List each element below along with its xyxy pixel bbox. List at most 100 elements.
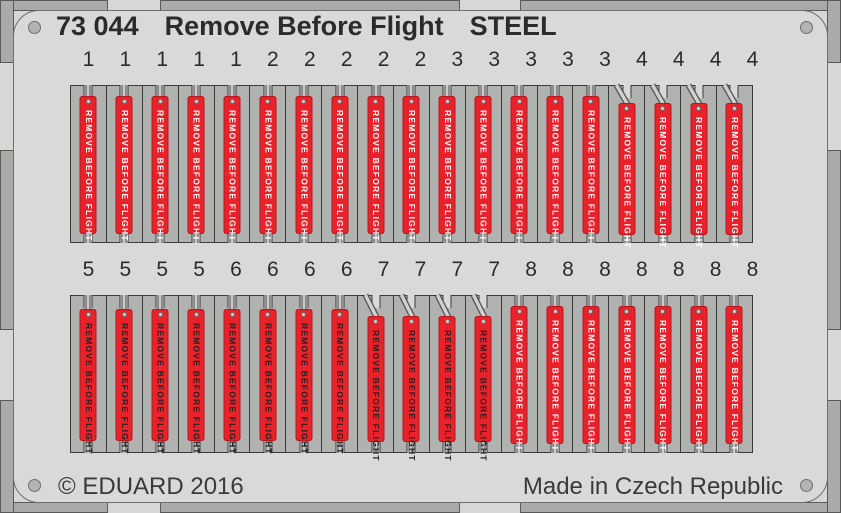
part-cell[interactable]: REMOVE BEFORE FLIGHT — [572, 295, 610, 453]
part-cell[interactable]: REMOVE BEFORE FLIGHT — [249, 85, 287, 243]
remove-before-flight-tag[interactable]: REMOVE BEFORE FLIGHT — [402, 316, 420, 462]
part-cell[interactable]: REMOVE BEFORE FLIGHT — [536, 85, 574, 243]
remove-before-flight-tag[interactable]: REMOVE BEFORE FLIGHT — [151, 309, 169, 455]
remove-before-flight-tag[interactable]: REMOVE BEFORE FLIGHT — [115, 96, 133, 242]
remove-before-flight-tag[interactable]: REMOVE BEFORE FLIGHT — [295, 96, 313, 242]
remove-before-flight-tag[interactable]: REMOVE BEFORE FLIGHT — [79, 309, 97, 455]
part-cell[interactable]: REMOVE BEFORE FLIGHT — [464, 293, 502, 462]
part-cell[interactable]: REMOVE BEFORE FLIGHT — [680, 83, 718, 249]
remove-before-flight-tag[interactable]: REMOVE BEFORE FLIGHT — [510, 96, 528, 242]
part-cell[interactable]: REMOVE BEFORE FLIGHT — [536, 295, 574, 453]
part-cell[interactable]: REMOVE BEFORE FLIGHT — [464, 85, 502, 243]
remove-before-flight-tag[interactable]: REMOVE BEFORE FLIGHT — [331, 309, 349, 455]
remove-before-flight-tag[interactable]: REMOVE BEFORE FLIGHT — [510, 306, 528, 452]
remove-before-flight-tag[interactable]: REMOVE BEFORE FLIGHT — [438, 316, 456, 462]
part-cell[interactable]: REMOVE BEFORE FLIGHT — [428, 293, 466, 462]
part-cell[interactable]: REMOVE BEFORE FLIGHT — [141, 85, 179, 243]
part-cell[interactable]: REMOVE BEFORE FLIGHT — [177, 295, 215, 455]
attachment-stem-bent — [645, 83, 680, 108]
part-number-label: 3 — [599, 48, 611, 71]
part-number-label: 4 — [746, 48, 759, 71]
tag-grommet-hole — [516, 309, 522, 314]
part-cell[interactable]: REMOVE BEFORE FLIGHT — [716, 83, 753, 249]
part-cell[interactable]: REMOVE BEFORE FLIGHT — [500, 295, 538, 453]
part-cell[interactable]: REMOVE BEFORE FLIGHT — [608, 295, 646, 453]
part-cell[interactable]: REMOVE BEFORE FLIGHT — [428, 85, 466, 243]
remove-before-flight-tag[interactable]: REMOVE BEFORE FLIGHT — [546, 96, 564, 242]
attachment-stem — [121, 85, 127, 98]
attachment-stem-lower — [660, 233, 666, 243]
remove-before-flight-tag[interactable]: REMOVE BEFORE FLIGHT — [690, 306, 708, 452]
remove-before-flight-tag[interactable]: REMOVE BEFORE FLIGHT — [259, 96, 277, 242]
remove-before-flight-tag[interactable]: REMOVE BEFORE FLIGHT — [115, 309, 133, 455]
part-cell[interactable]: REMOVE BEFORE FLIGHT — [141, 295, 179, 455]
part-cell[interactable]: REMOVE BEFORE FLIGHT — [285, 85, 323, 243]
alignment-hole-top-left — [28, 21, 41, 34]
part-cell[interactable]: REMOVE BEFORE FLIGHT — [213, 85, 251, 243]
remove-before-flight-tag[interactable]: REMOVE BEFORE FLIGHT — [725, 103, 743, 249]
part-cell[interactable]: REMOVE BEFORE FLIGHT — [500, 85, 538, 243]
alignment-hole-top-right — [800, 21, 813, 34]
part-cell[interactable]: REMOVE BEFORE FLIGHT — [716, 295, 753, 453]
part-cell[interactable]: REMOVE BEFORE FLIGHT — [285, 295, 323, 455]
part-cell[interactable]: REMOVE BEFORE FLIGHT — [357, 293, 395, 462]
attachment-stem-lower — [444, 440, 450, 453]
tag-text-wrap: REMOVE BEFORE FLIGHT — [295, 323, 312, 455]
remove-before-flight-tag[interactable]: REMOVE BEFORE FLIGHT — [474, 316, 492, 462]
part-cell[interactable]: REMOVE BEFORE FLIGHT — [644, 83, 682, 249]
part-cell[interactable]: REMOVE BEFORE FLIGHT — [572, 85, 610, 243]
remove-before-flight-tag[interactable]: REMOVE BEFORE FLIGHT — [367, 96, 385, 242]
tag-grommet-hole — [373, 319, 379, 324]
attachment-stem — [444, 85, 450, 98]
attachment-stem — [696, 295, 702, 308]
material-label: STEEL — [469, 10, 557, 41]
part-cell[interactable]: REMOVE BEFORE FLIGHT — [608, 83, 646, 249]
tag-text: REMOVE BEFORE FLIGHT — [442, 110, 453, 242]
part-number-label: 6 — [303, 258, 316, 281]
remove-before-flight-tag[interactable]: REMOVE BEFORE FLIGHT — [582, 306, 600, 452]
tag-grommet-hole — [696, 106, 702, 111]
part-cell[interactable]: REMOVE BEFORE FLIGHT — [249, 295, 287, 455]
remove-before-flight-tag[interactable]: REMOVE BEFORE FLIGHT — [725, 306, 743, 452]
remove-before-flight-tag[interactable]: REMOVE BEFORE FLIGHT — [618, 103, 636, 249]
remove-before-flight-tag[interactable]: REMOVE BEFORE FLIGHT — [474, 96, 492, 242]
remove-before-flight-tag[interactable]: REMOVE BEFORE FLIGHT — [259, 309, 277, 455]
remove-before-flight-tag[interactable]: REMOVE BEFORE FLIGHT — [654, 306, 672, 452]
part-cell[interactable]: REMOVE BEFORE FLIGHT — [644, 295, 682, 453]
attachment-stem-lower — [516, 232, 522, 243]
remove-before-flight-tag[interactable]: REMOVE BEFORE FLIGHT — [187, 309, 205, 455]
remove-before-flight-tag[interactable]: REMOVE BEFORE FLIGHT — [582, 96, 600, 242]
tag-grommet-hole — [229, 312, 235, 317]
part-number-label: 8 — [562, 258, 574, 281]
tag-text-wrap: REMOVE BEFORE FLIGHT — [403, 110, 420, 242]
part-cell[interactable]: REMOVE BEFORE FLIGHT — [680, 295, 718, 453]
remove-before-flight-tag[interactable]: REMOVE BEFORE FLIGHT — [690, 103, 708, 249]
remove-before-flight-tag[interactable]: REMOVE BEFORE FLIGHT — [223, 96, 241, 242]
remove-before-flight-tag[interactable]: REMOVE BEFORE FLIGHT — [654, 103, 672, 249]
remove-before-flight-tag[interactable]: REMOVE BEFORE FLIGHT — [331, 96, 349, 242]
part-number-label: 4 — [635, 48, 648, 71]
remove-before-flight-tag[interactable]: REMOVE BEFORE FLIGHT — [546, 306, 564, 452]
part-cell[interactable]: REMOVE BEFORE FLIGHT — [70, 295, 107, 455]
remove-before-flight-tag[interactable]: REMOVE BEFORE FLIGHT — [223, 309, 241, 455]
part-cell[interactable]: REMOVE BEFORE FLIGHT — [213, 295, 251, 455]
part-cell[interactable]: REMOVE BEFORE FLIGHT — [357, 85, 395, 243]
remove-before-flight-tag[interactable]: REMOVE BEFORE FLIGHT — [402, 96, 420, 242]
part-cell[interactable]: REMOVE BEFORE FLIGHT — [393, 85, 430, 243]
remove-before-flight-tag[interactable]: REMOVE BEFORE FLIGHT — [618, 306, 636, 452]
part-cell[interactable]: REMOVE BEFORE FLIGHT — [177, 85, 215, 243]
remove-before-flight-tag[interactable]: REMOVE BEFORE FLIGHT — [367, 316, 385, 462]
remove-before-flight-tag[interactable]: REMOVE BEFORE FLIGHT — [438, 96, 456, 242]
tag-text-wrap: REMOVE BEFORE FLIGHT — [654, 320, 671, 452]
part-cell[interactable]: REMOVE BEFORE FLIGHT — [70, 85, 107, 243]
remove-before-flight-tag[interactable]: REMOVE BEFORE FLIGHT — [79, 96, 97, 242]
remove-before-flight-tag[interactable]: REMOVE BEFORE FLIGHT — [187, 96, 205, 242]
part-cell[interactable]: REMOVE BEFORE FLIGHT — [105, 85, 143, 243]
tag-text-wrap: REMOVE BEFORE FLIGHT — [116, 323, 133, 455]
remove-before-flight-tag[interactable]: REMOVE BEFORE FLIGHT — [151, 96, 169, 242]
part-cell[interactable]: REMOVE BEFORE FLIGHT — [321, 85, 359, 243]
part-cell[interactable]: REMOVE BEFORE FLIGHT — [321, 295, 359, 455]
remove-before-flight-tag[interactable]: REMOVE BEFORE FLIGHT — [295, 309, 313, 455]
part-cell[interactable]: REMOVE BEFORE FLIGHT — [105, 295, 143, 455]
part-cell[interactable]: REMOVE BEFORE FLIGHT — [393, 293, 430, 462]
